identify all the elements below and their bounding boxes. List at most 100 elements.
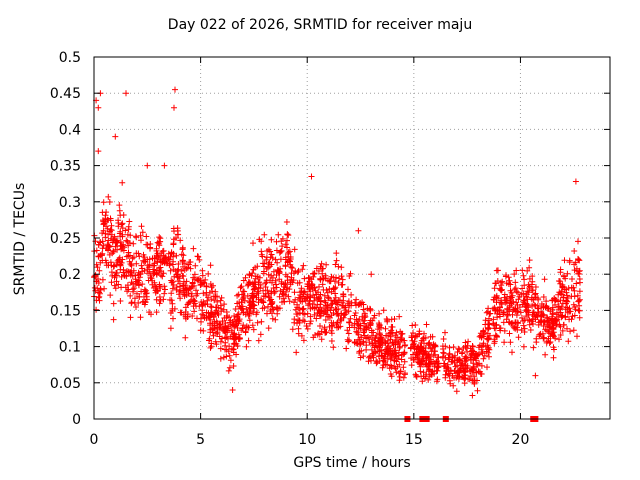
x-axis-label: GPS time / hours	[293, 455, 411, 471]
data-point	[133, 234, 140, 241]
data-point	[440, 363, 447, 370]
data-point	[297, 298, 304, 304]
data-point	[473, 361, 480, 368]
data-point	[344, 300, 351, 307]
data-point	[456, 346, 463, 353]
data-point	[421, 330, 427, 337]
data-point	[249, 280, 256, 287]
data-point	[386, 330, 393, 337]
data-point	[442, 371, 449, 378]
data-point	[234, 325, 241, 331]
data-point	[126, 240, 133, 246]
data-point	[172, 86, 178, 93]
data-point	[243, 324, 250, 331]
data-point	[446, 377, 453, 384]
data-point	[107, 215, 114, 222]
data-point	[519, 267, 526, 274]
data-point	[564, 292, 570, 299]
data-point	[154, 250, 161, 257]
data-point	[205, 270, 212, 277]
data-point	[110, 248, 117, 255]
data-point	[497, 279, 504, 286]
data-point	[135, 279, 141, 286]
data-point	[138, 223, 145, 230]
data-point	[92, 238, 99, 245]
data-point	[298, 332, 305, 339]
data-point	[367, 306, 374, 313]
data-point	[575, 256, 582, 263]
data-point	[317, 263, 324, 270]
data-point	[334, 324, 340, 331]
data-point	[493, 267, 500, 274]
data-point	[360, 353, 367, 360]
data-point	[383, 316, 390, 322]
data-point	[133, 278, 140, 285]
data-point	[128, 261, 135, 268]
data-point	[313, 265, 320, 272]
data-point	[540, 312, 547, 319]
data-point	[368, 329, 375, 336]
data-point	[333, 250, 340, 257]
data-point	[128, 300, 135, 307]
data-point	[296, 294, 302, 301]
data-point	[300, 337, 307, 344]
data-point	[389, 324, 396, 330]
data-point	[249, 322, 256, 329]
data-point	[575, 238, 581, 245]
data-point	[371, 312, 378, 319]
data-point	[454, 369, 461, 376]
data-point	[174, 225, 181, 232]
grid-lines	[94, 57, 610, 419]
data-point	[122, 272, 128, 279]
data-point	[420, 373, 427, 380]
data-point	[180, 252, 187, 259]
data-point	[105, 242, 112, 249]
data-point	[512, 319, 519, 326]
data-point	[300, 289, 307, 296]
data-point	[264, 310, 270, 317]
data-points	[91, 86, 583, 399]
data-point	[224, 313, 231, 319]
y-tick-label: 0.15	[50, 303, 81, 319]
data-point	[332, 261, 339, 268]
data-point	[223, 346, 230, 353]
data-point	[480, 328, 487, 335]
data-point	[179, 259, 186, 265]
data-point	[161, 162, 168, 169]
data-point	[213, 318, 220, 325]
data-point	[163, 256, 170, 262]
data-point	[328, 319, 335, 326]
data-point	[307, 320, 313, 327]
data-point	[365, 358, 372, 365]
data-point	[95, 276, 101, 282]
data-point	[242, 274, 249, 281]
data-point	[425, 340, 432, 347]
data-point	[262, 290, 269, 297]
data-point	[112, 133, 119, 140]
data-point	[206, 337, 212, 344]
data-point	[352, 299, 358, 306]
data-point	[222, 334, 229, 341]
data-point	[208, 296, 215, 303]
data-point	[366, 325, 372, 332]
data-point	[547, 339, 554, 345]
data-point	[117, 298, 124, 304]
data-point	[192, 262, 199, 269]
data-point	[558, 312, 565, 319]
data-point	[272, 277, 279, 284]
data-point	[153, 296, 160, 303]
data-point	[529, 273, 536, 280]
data-point	[382, 338, 389, 345]
data-point	[527, 327, 534, 333]
data-point	[484, 342, 491, 349]
data-point	[484, 364, 490, 371]
data-point	[465, 338, 472, 345]
data-point	[307, 293, 313, 300]
data-point	[485, 349, 492, 356]
data-point	[119, 243, 126, 250]
y-tick-label: 0.35	[50, 159, 81, 175]
data-point	[480, 355, 487, 362]
data-point	[254, 319, 261, 326]
data-point	[383, 332, 390, 339]
data-point	[236, 334, 243, 341]
